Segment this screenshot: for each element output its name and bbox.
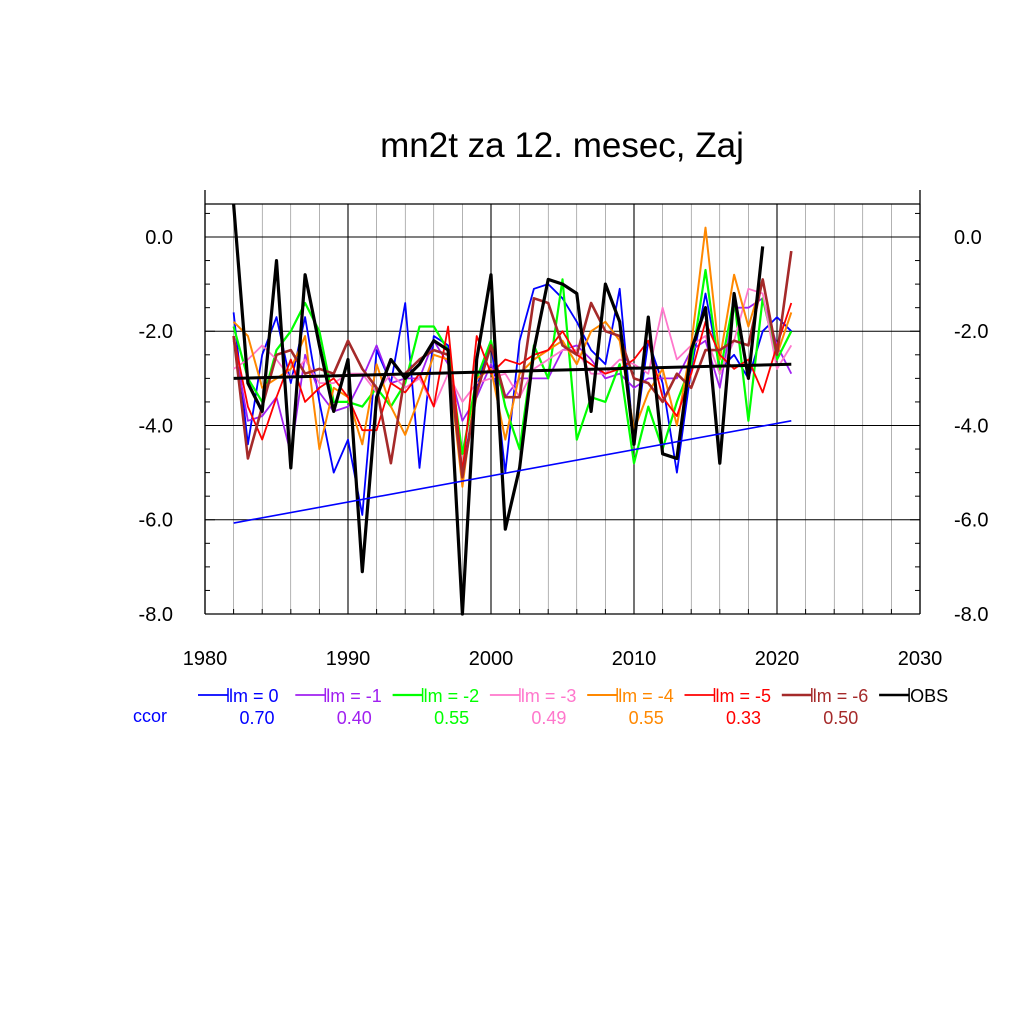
- x-tick-label: 2030: [898, 648, 943, 670]
- trend-line-0: [233, 362, 792, 380]
- x-tick-label: 1990: [326, 648, 371, 670]
- series-line-7: [232, 203, 765, 616]
- ccor-label: ccor: [133, 706, 167, 726]
- ccor-value: 0.70: [239, 708, 274, 728]
- legend-label: OBS: [910, 686, 948, 706]
- legend-label: lm = 0: [229, 686, 279, 706]
- x-tick-label: 2020: [755, 648, 800, 670]
- chart-title: mn2t za 12. mesec, Zaj: [380, 126, 744, 165]
- axes: 0.0 0.0 -2.0 -2.0 -4.0 -4.0 -6.0 -6.0 -8.0 -8.0 19…: [139, 190, 988, 670]
- y-tick-label-left: -2.0: [139, 321, 173, 343]
- ccor-value: 0.49: [531, 708, 566, 728]
- legend-label: lm = -6: [813, 686, 869, 706]
- ccor-value: 0.33: [726, 708, 761, 728]
- y-tick-label-right: -8.0: [954, 604, 988, 626]
- y-tick-label-left: -8.0: [139, 604, 173, 626]
- y-tick-label-right: -2.0: [954, 321, 988, 343]
- series-lines: [232, 203, 793, 616]
- legend-label: lm = -4: [618, 686, 674, 706]
- legend-label: lm = -1: [326, 686, 382, 706]
- series-line-4: [232, 226, 793, 488]
- series-line-2: [232, 268, 793, 465]
- ccor-value: 0.50: [823, 708, 858, 728]
- y-tick-label-left: -4.0: [139, 415, 173, 437]
- trend-line-1: [233, 419, 792, 524]
- y-tick-label-right: -6.0: [954, 510, 988, 532]
- x-tick-label: 2000: [469, 648, 514, 670]
- y-tick-label-left: -6.0: [139, 510, 173, 532]
- legend-label: lm = -2: [424, 686, 480, 706]
- legend-label: lm = -5: [716, 686, 772, 706]
- ccor-value: 0.55: [434, 708, 469, 728]
- y-tick-label-right: 0.0: [954, 227, 982, 249]
- legend-label: lm = -3: [521, 686, 577, 706]
- y-tick-label-left: 0.0: [145, 227, 173, 249]
- trend-lines: [233, 362, 792, 524]
- ccor-value: 0.55: [629, 708, 664, 728]
- y-tick-label-right: -4.0: [954, 415, 988, 437]
- ccor-value: 0.40: [337, 708, 372, 728]
- grid: [204, 203, 921, 615]
- x-tick-label: 1980: [183, 648, 228, 670]
- x-tick-label: 2010: [612, 648, 657, 670]
